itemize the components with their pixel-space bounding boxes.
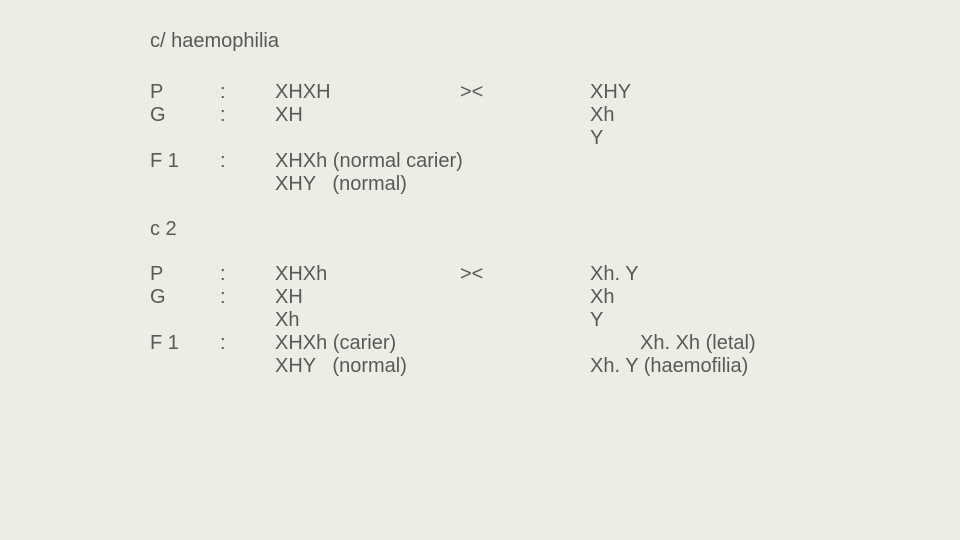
s2-G-left2: Xh — [275, 309, 460, 332]
s2-G-right1: Xh — [590, 286, 790, 309]
s1-G-right1: Xh — [590, 104, 790, 127]
s1-row-G: G : XH Xh — [150, 104, 960, 127]
s2-row-G2: Xh Y — [150, 309, 960, 332]
s2-P-colon: : — [220, 263, 275, 286]
spacer-2 — [150, 241, 960, 263]
s1-P-right: XHY — [590, 81, 790, 104]
s2-P-cross: >< — [460, 263, 590, 286]
c2-row: c 2 — [150, 218, 960, 241]
s2-F1-right2: Xh. Y (haemofilia) — [590, 355, 790, 378]
s2-row-F1: F 1 : XHXh (carier) Xh. Xh (letal) — [150, 332, 960, 355]
s1-F1-line2: XHY (normal) — [275, 173, 407, 196]
s2-F1-colon: : — [220, 332, 275, 355]
spacer-1 — [150, 196, 960, 218]
s1-P-colon: : — [220, 81, 275, 104]
s2-G-colon: : — [220, 286, 275, 309]
s1-row-P: P : XHXH >< XHY — [150, 81, 960, 104]
s1-P-left: XHXH — [275, 81, 460, 104]
s1-F1-label: F 1 — [150, 150, 220, 173]
s1-P-label: P — [150, 81, 220, 104]
c2-label: c 2 — [150, 218, 177, 241]
s2-F1-left2: XHY (normal) — [275, 355, 590, 378]
s1-F1-line1: XHXh (normal carier) — [275, 150, 463, 173]
s2-P-label: P — [150, 263, 220, 286]
s2-row-P: P : XHXh >< Xh. Y — [150, 263, 960, 286]
s2-P-left: XHXh — [275, 263, 460, 286]
s2-F1-left1: XHXh (carier) — [275, 332, 590, 355]
s2-row-F1b: XHY (normal) Xh. Y (haemofilia) — [150, 355, 960, 378]
slide-title: c/ haemophilia — [150, 30, 960, 53]
s2-G-left1: XH — [275, 286, 460, 309]
s2-G-label: G — [150, 286, 220, 309]
s1-G-label: G — [150, 104, 220, 127]
s1-row-F1b: XHY (normal) — [150, 173, 960, 196]
s1-row-G2: Y — [150, 127, 960, 150]
s2-row-G: G : XH Xh — [150, 286, 960, 309]
s1-G-colon: : — [220, 104, 275, 127]
s1-G-left: XH — [275, 104, 460, 127]
s1-P-cross: >< — [460, 81, 590, 104]
s1-row-F1: F 1 : XHXh (normal carier) — [150, 150, 960, 173]
s2-G-right2: Y — [590, 309, 790, 332]
s2-F1-label: F 1 — [150, 332, 220, 355]
s1-F1-colon: : — [220, 150, 275, 173]
s2-P-right: Xh. Y — [590, 263, 790, 286]
s2-F1-right1: Xh. Xh (letal) — [590, 332, 790, 355]
s1-G-right2: Y — [590, 127, 790, 150]
